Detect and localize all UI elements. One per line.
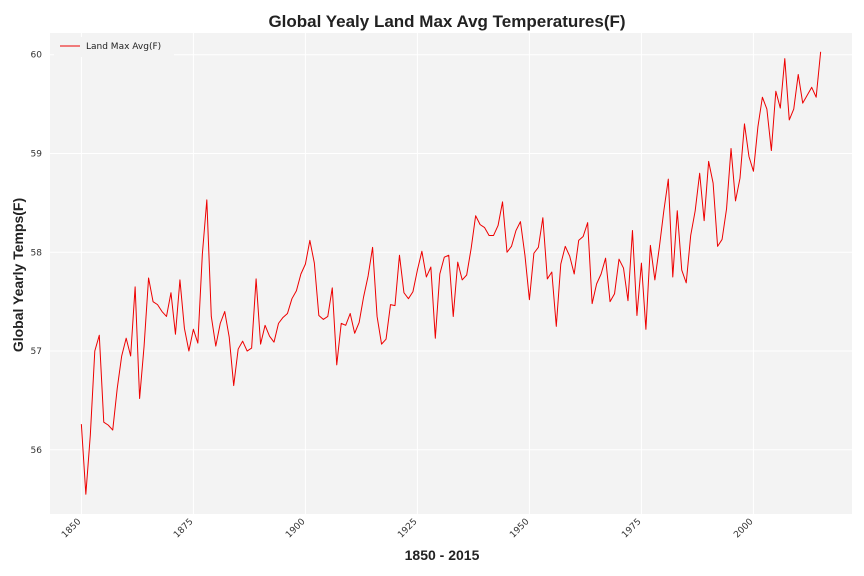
y-tick-label: 57 (31, 347, 42, 357)
legend-label: Land Max Avg(F) (86, 42, 161, 52)
y-tick-label: 56 (31, 446, 43, 456)
series-group (80, 51, 822, 495)
grid-lines (50, 33, 852, 514)
x-axis-label: 1850 - 2015 (405, 547, 480, 563)
legend-box (54, 37, 174, 57)
y-tick-label: 60 (31, 51, 43, 61)
y-axis-label: Global Yearly Temps(F) (10, 198, 26, 352)
series-line-land-max-avg (80, 51, 822, 495)
chart-title: Global Yealy Land Max Avg Temperatures(F… (268, 12, 625, 31)
plot-area (50, 33, 852, 514)
y-tick-label: 59 (31, 149, 43, 159)
y-tick-label: 58 (31, 248, 43, 258)
y-axis-ticks: 56 57 58 59 60 (31, 51, 43, 456)
legend: Land Max Avg(F) (54, 37, 174, 57)
